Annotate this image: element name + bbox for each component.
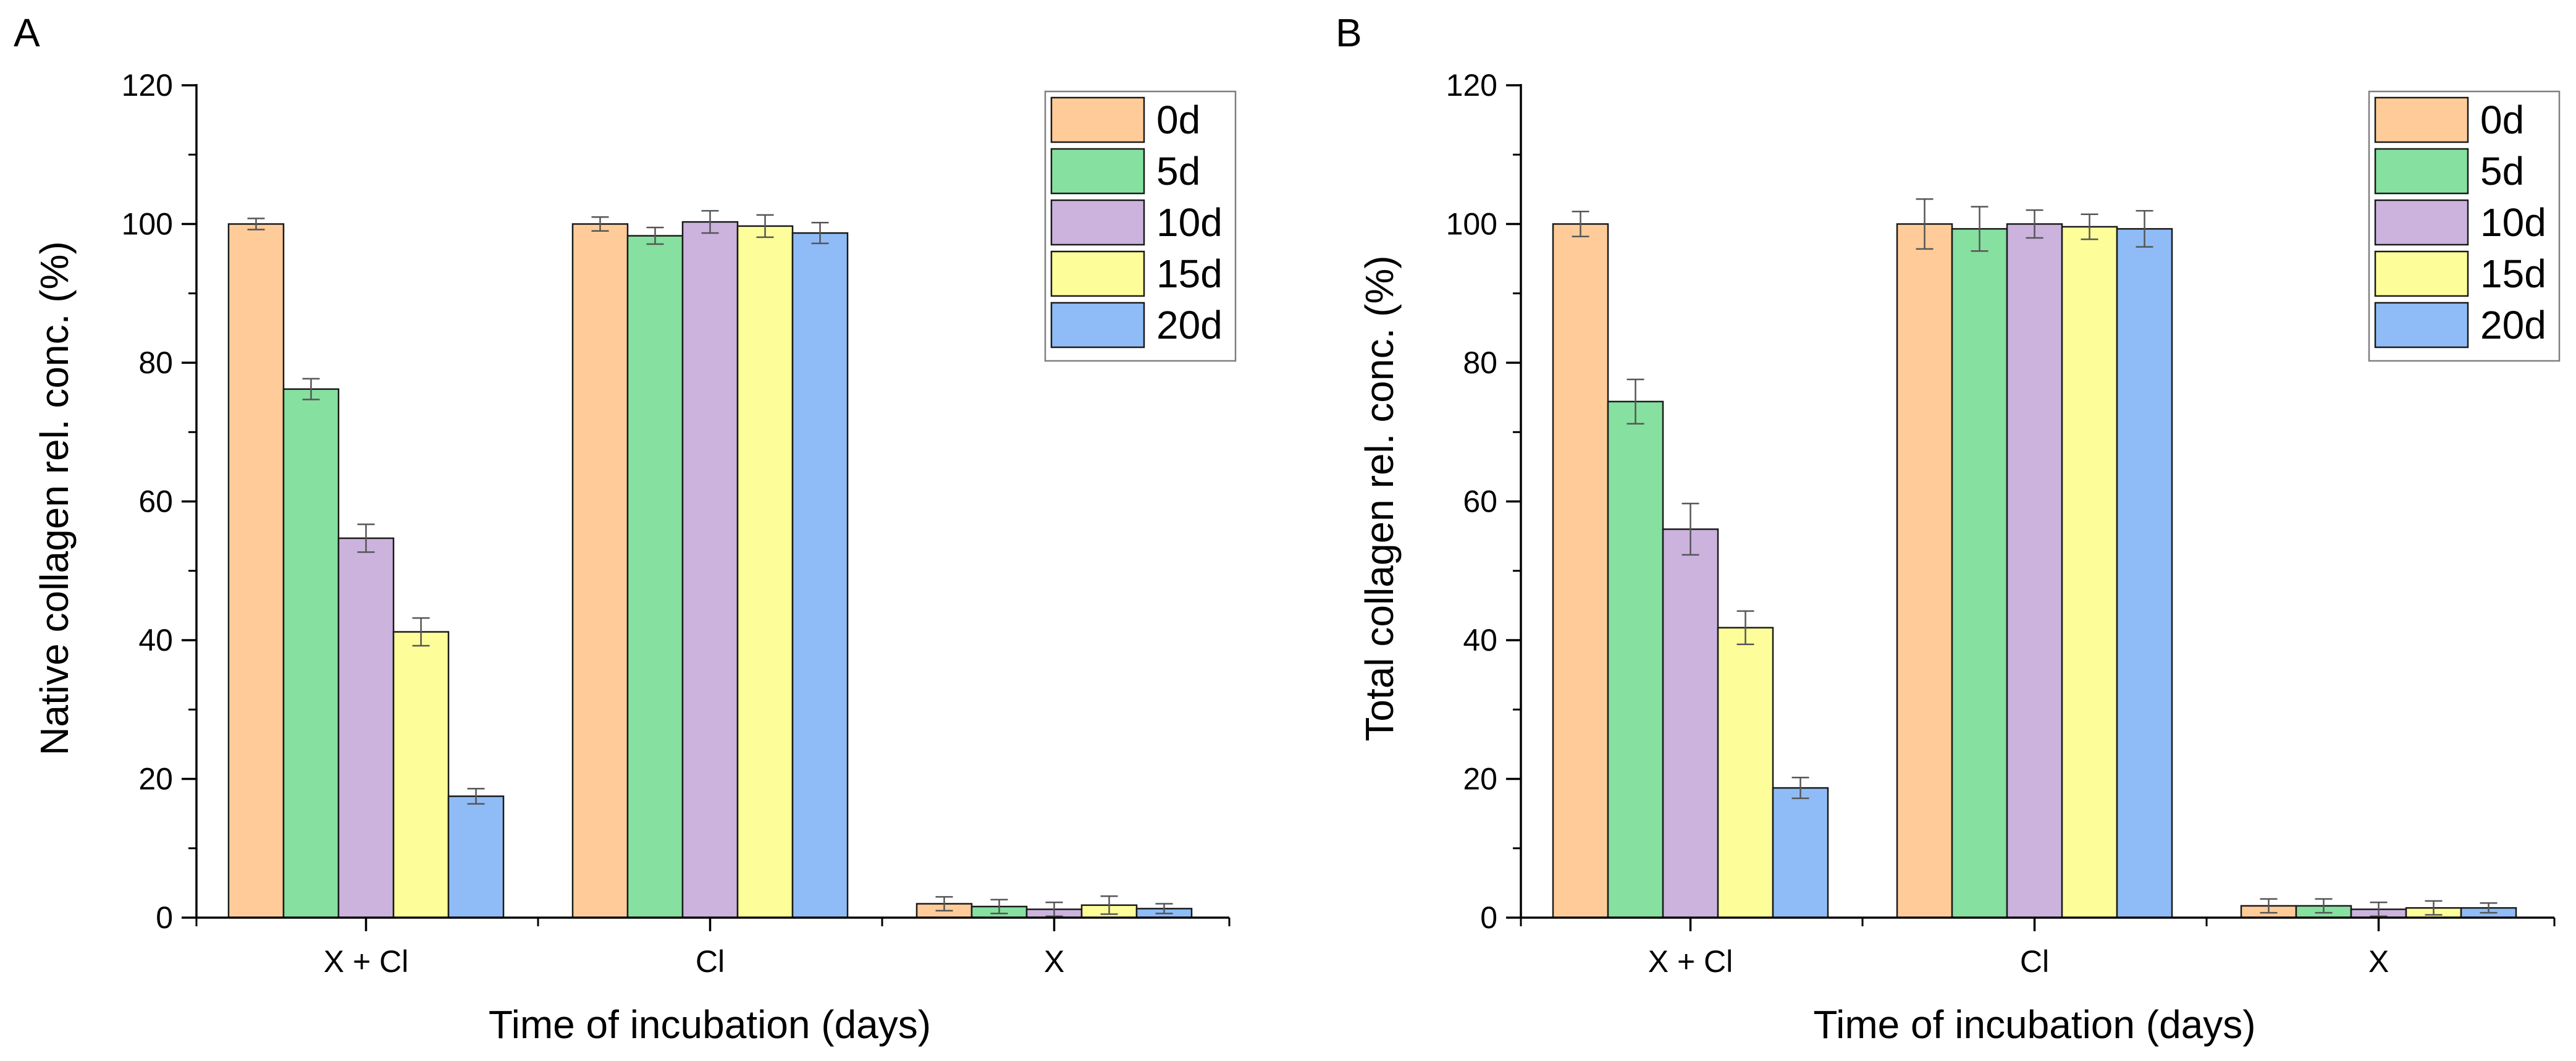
x-tick-label-2: X — [2368, 944, 2389, 979]
legend-label-15d: 15d — [1156, 252, 1223, 296]
x-axis-title: Time of incubation (days) — [1813, 1002, 2255, 1047]
y-tick-label-120: 120 — [122, 68, 173, 103]
bar-20d-0 — [1772, 787, 1829, 919]
panel-label: B — [1336, 11, 1362, 55]
legend-label-0d: 0d — [1156, 98, 1200, 142]
bar-15d-1 — [2061, 226, 2118, 919]
y-axis-title: Native collagen rel. conc. (%) — [32, 241, 77, 755]
bar-10d-1 — [681, 221, 739, 919]
x-tick-label-0: X + Cl — [1648, 944, 1733, 979]
y-tick-label-100: 100 — [122, 207, 173, 242]
y-tick-label-80: 80 — [1463, 345, 1497, 380]
bar-15d-1 — [736, 225, 794, 919]
bar-5d-1 — [1951, 228, 2008, 919]
panel-label: A — [14, 11, 40, 55]
legend-label-20d: 20d — [1156, 303, 1223, 347]
x-tick-label-0: X + Cl — [324, 944, 409, 979]
legend-swatch-0d — [1050, 96, 1145, 143]
x-tick-label-1: Cl — [696, 944, 725, 979]
y-tick-label-0: 0 — [156, 900, 173, 935]
legend-swatch-5d — [2374, 148, 2469, 195]
y-tick-label-40: 40 — [138, 623, 173, 657]
legend-swatch-10d — [2374, 199, 2469, 246]
legend-label-0d: 0d — [2480, 98, 2524, 142]
legend-label-10d: 10d — [1156, 200, 1223, 245]
bar-0d-1 — [1896, 223, 1953, 919]
legend-label-15d: 15d — [2480, 252, 2546, 296]
legend-swatch-15d — [1050, 250, 1145, 297]
y-tick-label-20: 20 — [138, 762, 173, 797]
legend-label-20d: 20d — [2480, 303, 2546, 347]
x-tick-label-1: Cl — [2020, 944, 2049, 979]
bar-20d-1 — [791, 232, 849, 919]
legend-swatch-15d — [2374, 250, 2469, 297]
legend-label-5d: 5d — [1156, 149, 1200, 193]
y-axis-title: Total collagen rel. conc. (%) — [1357, 255, 1402, 741]
legend-label-10d: 10d — [2480, 200, 2546, 245]
y-tick-label-60: 60 — [1463, 484, 1497, 519]
bar-10d-0 — [337, 537, 395, 919]
bar-10d-0 — [1662, 528, 1719, 919]
legend: 0d 5d 10d 15d 20d — [1044, 90, 1237, 362]
bar-15d-0 — [1717, 627, 1774, 919]
legend-swatch-20d — [2374, 302, 2469, 349]
y-tick-label-20: 20 — [1463, 762, 1497, 797]
bar-5d-1 — [626, 235, 684, 919]
x-tick-label-2: X — [1044, 944, 1064, 979]
legend-swatch-0d — [2374, 96, 2469, 143]
y-tick-label-40: 40 — [1463, 623, 1497, 657]
x-axis-title: Time of incubation (days) — [489, 1002, 931, 1047]
y-tick-label-80: 80 — [138, 345, 173, 380]
bar-5d-0 — [1607, 400, 1664, 919]
y-tick-label-60: 60 — [138, 484, 173, 519]
bar-20d-0 — [447, 795, 505, 919]
y-tick-label-0: 0 — [1480, 900, 1497, 935]
y-tick-label-100: 100 — [1446, 207, 1497, 242]
bar-10d-1 — [2006, 223, 2063, 919]
legend-swatch-5d — [1050, 148, 1145, 195]
panel-a: A 0 20 40 60 80 100 120 X + Cl Cl X Time of incubat… — [14, 11, 1237, 1047]
panel-b: B 0 20 40 60 80 100 120 X + Cl Cl X Time of incubat… — [1336, 11, 2561, 1047]
legend-swatch-10d — [1050, 199, 1145, 246]
y-tick-label-120: 120 — [1446, 68, 1497, 103]
bar-0d-0 — [227, 223, 285, 919]
legend-swatch-20d — [1050, 302, 1145, 349]
bar-0d-0 — [1552, 223, 1609, 919]
bar-20d-1 — [2116, 228, 2173, 919]
legend: 0d 5d 10d 15d 20d — [2368, 90, 2561, 362]
bar-15d-0 — [392, 631, 450, 919]
legend-label-5d: 5d — [2480, 149, 2524, 193]
bar-5d-0 — [282, 388, 340, 919]
bar-0d-1 — [571, 223, 629, 919]
